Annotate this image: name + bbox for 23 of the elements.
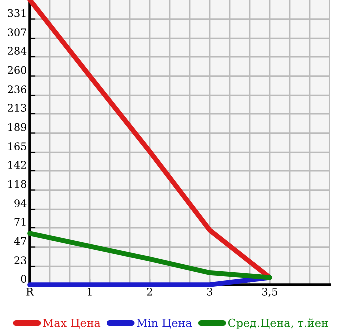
x-tick-label: 3,5 bbox=[262, 288, 278, 298]
legend-label: Min Цена bbox=[136, 318, 192, 329]
y-tick-label: 165 bbox=[8, 142, 26, 151]
y-tick-label: 236 bbox=[8, 86, 27, 94]
y-tick-label: 331 bbox=[8, 9, 26, 18]
y-tick-label: 71 bbox=[14, 218, 26, 226]
y-tick-label: 284 bbox=[8, 47, 27, 55]
y-tick-label: 213 bbox=[8, 104, 26, 112]
y-tick-label: 0 bbox=[21, 275, 27, 283]
legend-label: Max Цена bbox=[43, 319, 101, 329]
x-tick-label: 2 bbox=[147, 288, 152, 296]
y-tick-label: 307 bbox=[8, 28, 26, 37]
x-tick-label: 1 bbox=[88, 288, 92, 296]
x-tick-label: 3 bbox=[207, 288, 213, 296]
legend-label: Сред.Цена, т.йен bbox=[228, 318, 328, 330]
y-tick-label: 94 bbox=[14, 200, 27, 208]
y-tick-label: 189 bbox=[8, 123, 27, 132]
y-tick-label: 118 bbox=[8, 180, 27, 188]
y-tick-label: 23 bbox=[14, 256, 26, 265]
y-tick-label: 47 bbox=[14, 237, 26, 246]
x-tick-label: R bbox=[26, 288, 34, 296]
y-tick-label: 142 bbox=[8, 161, 26, 169]
y-tick-label: 260 bbox=[8, 66, 27, 74]
